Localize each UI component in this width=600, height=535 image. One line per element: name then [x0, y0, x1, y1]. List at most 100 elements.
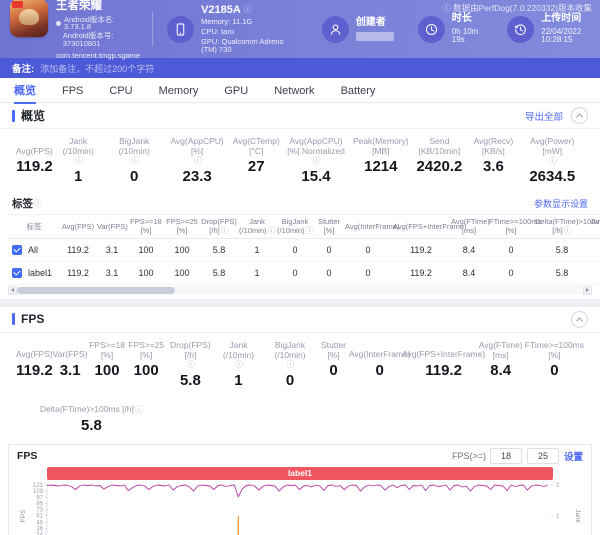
- info-icon[interactable]: ⓘ: [549, 156, 557, 166]
- stat-value: 3.6: [466, 158, 520, 175]
- upload-block: 上传时间 22/04/2022 10:28:15: [507, 14, 600, 44]
- device-info-icon[interactable]: ⓘ: [244, 6, 252, 14]
- section-accent-bar: [12, 110, 15, 122]
- table-cell: 1: [238, 266, 276, 280]
- row-checkbox[interactable]: [12, 245, 22, 255]
- scroll-left-button[interactable]: [8, 286, 17, 295]
- table-cell: 1: [238, 243, 276, 257]
- stat-value: 15.4: [283, 168, 349, 185]
- info-icon[interactable]: ⓘ: [221, 226, 229, 235]
- game-app-icon: [10, 0, 48, 37]
- svg-text:FPS: FPS: [20, 509, 27, 522]
- table-horizontal-scrollbar[interactable]: [8, 286, 592, 295]
- stat-label: Drop(FPS) [/h]ⓘ: [166, 340, 215, 370]
- info-icon[interactable]: ⓘ: [235, 360, 243, 370]
- tab-fps[interactable]: FPS: [62, 80, 83, 101]
- tab-memory[interactable]: Memory: [159, 80, 199, 101]
- fps-chart-svg: 0122436486173859710912101200:0000:3101:0…: [17, 481, 585, 535]
- stat-value: 5.8: [40, 417, 143, 434]
- note-bar[interactable]: 备注: 添加备注，不超过200个字符: [0, 58, 600, 78]
- stat-label: Avg(CTemp) [°C]: [229, 136, 283, 156]
- labels-info-icon[interactable]: ⓘ: [34, 198, 42, 209]
- column-header: Jank (/10min)ⓘ: [238, 215, 276, 238]
- info-icon[interactable]: ⓘ: [287, 360, 295, 370]
- fps-threshold-input-1[interactable]: [490, 448, 522, 464]
- stat-value: 0: [262, 372, 318, 389]
- stat-item: Avg(FPS+InterFrame)119.2: [411, 340, 477, 389]
- fps-collapse-button[interactable]: [571, 311, 588, 328]
- tab-overview[interactable]: 概览: [14, 77, 36, 104]
- info-icon[interactable]: ⓘ: [268, 226, 276, 235]
- info-icon[interactable]: ⓘ: [194, 156, 202, 166]
- stat-label: Avg(FPS): [16, 136, 53, 156]
- duration-block: 时长 0h 10m 19s: [418, 14, 483, 44]
- tab-bar: 概览 FPS CPU Memory GPU Network Battery: [0, 78, 600, 103]
- info-icon[interactable]: ⓘ: [306, 226, 314, 235]
- column-header: Avg(FTime) [ms]: [450, 215, 488, 237]
- table-scroll-track[interactable]: [17, 286, 583, 295]
- table-cell: 0: [488, 266, 534, 280]
- stat-value: 0: [525, 362, 584, 379]
- android-version-name: Android版本名: 3.73.1.8: [64, 16, 140, 31]
- android-version-code: Android版本号: 373010801: [63, 32, 140, 47]
- tab-battery[interactable]: Battery: [341, 80, 376, 101]
- fps-chart-card: FPS FPS(>=) 设置 label1 012243648617385971…: [8, 444, 592, 535]
- column-header: Avg(FPS+InterFrame): [392, 220, 450, 233]
- app-block: 王者荣耀 Android版本名: 3.73.1.8 Android版本号: 37…: [10, 0, 140, 60]
- section-gap: [0, 299, 600, 307]
- stat-value: 1: [215, 372, 262, 389]
- threshold-settings-button[interactable]: 设置: [564, 449, 583, 463]
- table-cell: 100: [164, 243, 200, 257]
- table-cell: 0: [344, 266, 392, 280]
- label-region-banner[interactable]: label1: [47, 467, 553, 480]
- svg-text:1: 1: [556, 514, 560, 520]
- stat-value: 8.4: [477, 362, 525, 379]
- info-icon[interactable]: ⓘ: [564, 226, 572, 235]
- info-icon[interactable]: ⓘ: [135, 405, 143, 415]
- overview-collapse-button[interactable]: [571, 107, 588, 124]
- stat-item: Var(FPS)3.1: [53, 340, 88, 389]
- tab-gpu[interactable]: GPU: [224, 80, 248, 101]
- column-header: BigJank (/10min)ⓘ: [276, 215, 314, 238]
- stat-item: Avg(AppCPU) [%]ⓘ23.3: [165, 136, 230, 185]
- upload-time-label: 上传时间: [541, 14, 600, 24]
- stat-label: BigJank (/10min)ⓘ: [104, 136, 165, 166]
- fps-section-title: FPS: [21, 312, 44, 326]
- info-icon[interactable]: ⓘ: [131, 156, 139, 166]
- column-header: Delta(FTime)>100ms [/h]ⓘ: [534, 215, 590, 238]
- param-display-settings-link[interactable]: 参数显示设置: [534, 197, 588, 210]
- chart-title: FPS: [17, 450, 37, 462]
- info-icon[interactable]: ⓘ: [187, 360, 195, 370]
- tab-cpu[interactable]: CPU: [109, 80, 132, 101]
- info-icon[interactable]: ⓘ: [313, 156, 321, 166]
- stat-item: Avg(FPS)119.2: [16, 340, 53, 389]
- info-icon[interactable]: ⓘ: [75, 156, 83, 166]
- stat-value: 119.2: [16, 362, 53, 379]
- fps-stats-row1: Avg(FPS)119.2Var(FPS)3.1FPS>=18 [%]100FP…: [0, 333, 600, 395]
- export-all-link[interactable]: 导出全部: [525, 109, 563, 123]
- stat-item: Send [KB/10min]2420.2: [413, 136, 467, 185]
- label-table: 标签Avg(FPS)Var(FPS)FPS>=18 [%]FPS>=25 [%]…: [8, 214, 600, 285]
- stat-label: Avg(AppCPU) [%]ⓘ: [165, 136, 230, 166]
- fps-threshold-input-2[interactable]: [527, 448, 559, 464]
- table-cell: 0: [314, 243, 344, 257]
- stat-item: Avg(FPS)119.2: [16, 136, 53, 185]
- table-cell: 23.3: [590, 266, 600, 280]
- stat-value: 119.2: [411, 362, 477, 379]
- note-label: 备注:: [12, 61, 34, 75]
- stat-item: FPS>=18 [%]100: [88, 340, 127, 389]
- stat-label: BigJank (/10min)ⓘ: [262, 340, 318, 370]
- table-cell: 3.1: [96, 266, 128, 280]
- tab-network[interactable]: Network: [274, 80, 314, 101]
- table-cell: 100: [128, 243, 164, 257]
- row-checkbox[interactable]: [12, 268, 22, 278]
- table-cell: 0: [488, 243, 534, 257]
- scroll-right-button[interactable]: [583, 286, 592, 295]
- stat-item: Stutter [%]0: [318, 340, 349, 389]
- scroll-left-arrow-icon: [11, 288, 14, 292]
- history-clock-icon: [507, 16, 534, 43]
- section-accent-bar: [12, 313, 15, 325]
- stat-label: Avg(Power) [mW]ⓘ: [521, 136, 584, 166]
- table-scroll-thumb[interactable]: [17, 287, 175, 294]
- svg-text:97: 97: [36, 495, 43, 501]
